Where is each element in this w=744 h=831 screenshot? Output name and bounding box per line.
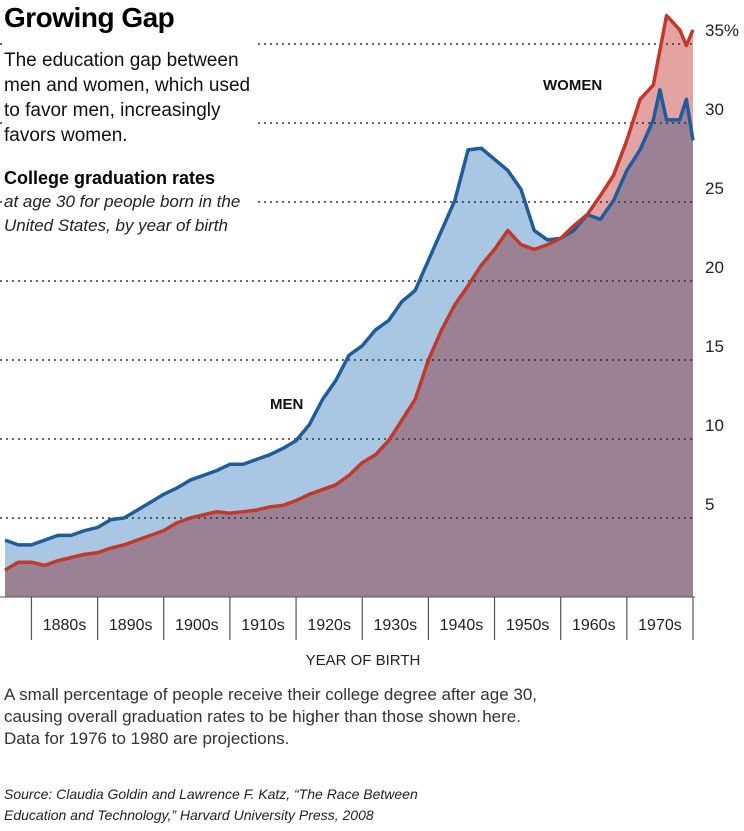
series-label: WOMEN [543,77,602,94]
x-tick-label: 1950s [506,617,550,634]
subtitle-line: to favor men, increasingly [4,100,221,121]
subheading: at age 30 for people born in the United S… [4,190,250,238]
y-tick-label: 20 [705,258,724,277]
subheading-line: United States, by year of birth [4,216,228,235]
header: Growing Gap The education gap between men… [4,0,259,238]
subtitle-line: favors women. [4,125,128,146]
subtitle-line: men and women, which used [4,75,251,96]
subtitle: The education gap between men and women, … [4,48,250,148]
y-tick-label: 30 [705,100,724,119]
y-tick-label: 10 [705,416,724,435]
note-line: Data for 1976 to 1980 are projections. [4,729,290,748]
x-tick-label: 1930s [374,617,418,634]
chart-title: Growing Gap [4,2,175,33]
x-tick-label: 1890s [109,617,153,634]
x-tick-label: 1960s [572,617,616,634]
y-tick-label: 25 [705,179,724,198]
x-tick-label: 1940s [440,617,484,634]
series-label: MEN [270,396,303,413]
source: Source: Claudia Goldin and Lawrence F. K… [4,784,418,826]
source-line: Source: Claudia Goldin and Lawrence F. K… [4,786,418,802]
line [4,13,695,572]
y-tick-label: 5 [705,495,714,514]
note: A small percentage of people receive the… [4,684,537,750]
x-tick-label: 1900s [175,617,219,634]
x-tick-label: 1970s [638,617,682,634]
subheading-line: at age 30 for people born in the [4,192,241,211]
y-tick-label: 15 [705,337,724,356]
x-axis-label: YEAR OF BIRTH [306,652,421,669]
note-line: A small percentage of people receive the… [4,685,538,704]
x-tick-label: 1910s [241,617,285,634]
x-tick-label: 1880s [43,617,87,634]
note-line: causing overall graduation rates to be h… [4,707,521,726]
y-tick-label: 35% [705,21,739,40]
subtitle-line: The education gap between [4,50,239,71]
source-line: Education and Technology,” Harvard Unive… [4,807,374,823]
x-tick-label: 1920s [307,617,351,634]
line [4,88,695,547]
heading: College graduation rates [4,168,216,188]
